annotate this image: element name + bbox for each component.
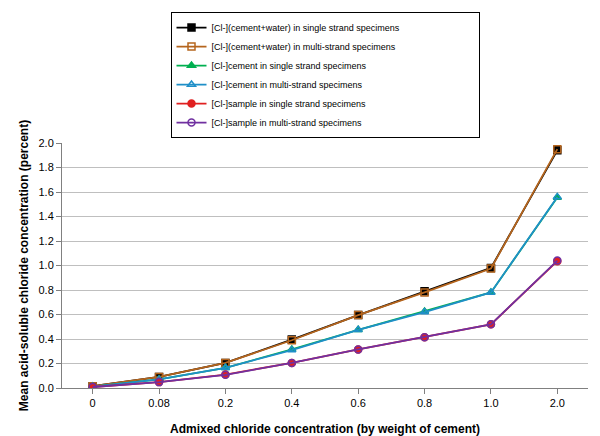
svg-text:2.0: 2.0 xyxy=(39,137,54,149)
svg-text:0.6: 0.6 xyxy=(351,397,366,409)
svg-text:0.4: 0.4 xyxy=(284,397,299,409)
svg-text:2.0: 2.0 xyxy=(550,397,565,409)
svg-text:0.08: 0.08 xyxy=(148,397,169,409)
svg-text:0.0: 0.0 xyxy=(39,382,54,394)
svg-text:[Cl-]cement in single strand s: [Cl-]cement in single strand specimens xyxy=(212,61,367,71)
svg-text:1.6: 1.6 xyxy=(39,186,54,198)
svg-text:0.4: 0.4 xyxy=(39,333,54,345)
svg-text:[Cl-](cement+water) in multi-s: [Cl-](cement+water) in multi-strand spec… xyxy=(212,42,396,52)
svg-text:0.2: 0.2 xyxy=(39,357,54,369)
svg-text:[Cl-]sample in single strand s: [Cl-]sample in single strand specimens xyxy=(212,99,367,109)
svg-text:[Cl-]sample in multi-strand sp: [Cl-]sample in multi-strand specimens xyxy=(212,118,363,128)
svg-text:0.6: 0.6 xyxy=(39,308,54,320)
svg-text:0.8: 0.8 xyxy=(39,284,54,296)
svg-text:0: 0 xyxy=(90,397,96,409)
svg-text:Mean acid-soluble chloride con: Mean acid-soluble chloride concentration… xyxy=(17,120,31,411)
svg-text:1.0: 1.0 xyxy=(483,397,498,409)
svg-text:[Cl-](cement+water) in single: [Cl-](cement+water) in single strand spe… xyxy=(212,23,400,33)
svg-text:[Cl-]cement in multi-strand sp: [Cl-]cement in multi-strand specimens xyxy=(212,80,363,90)
svg-text:0.2: 0.2 xyxy=(218,397,233,409)
svg-text:1.8: 1.8 xyxy=(39,161,54,173)
svg-text:1.2: 1.2 xyxy=(39,235,54,247)
svg-text:0.8: 0.8 xyxy=(417,397,432,409)
svg-text:Admixed chloride concentration: Admixed chloride concentration (by weigh… xyxy=(170,422,480,436)
svg-text:1.0: 1.0 xyxy=(39,259,54,271)
svg-text:1.4: 1.4 xyxy=(39,210,54,222)
